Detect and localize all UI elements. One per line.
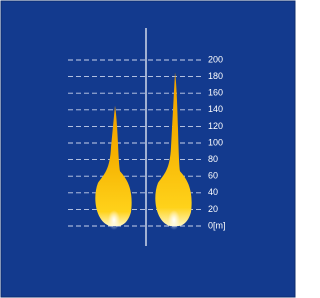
y-tick-label: 180: [208, 71, 223, 81]
y-tick-label: 40: [208, 187, 218, 197]
y-tick-label: 100: [208, 137, 223, 147]
y-tick-label: 120: [208, 121, 223, 131]
flame-core: [168, 210, 180, 230]
y-tick-label: 140: [208, 104, 223, 114]
y-tick-label: 0[m]: [208, 220, 226, 230]
y-tick-label: 60: [208, 171, 218, 181]
flame-core: [108, 210, 120, 230]
y-tick-label: 200: [208, 54, 223, 64]
y-tick-label: 20: [208, 204, 218, 214]
background: [1, 1, 295, 297]
chart: 0[m] 20 40 60 80 100 120 140 160 180 200: [0, 0, 296, 298]
y-tick-label: 160: [208, 88, 223, 98]
page: 0[m]20406080100120140160180200 (() => { …: [0, 0, 320, 298]
y-tick-label: 80: [208, 154, 218, 164]
